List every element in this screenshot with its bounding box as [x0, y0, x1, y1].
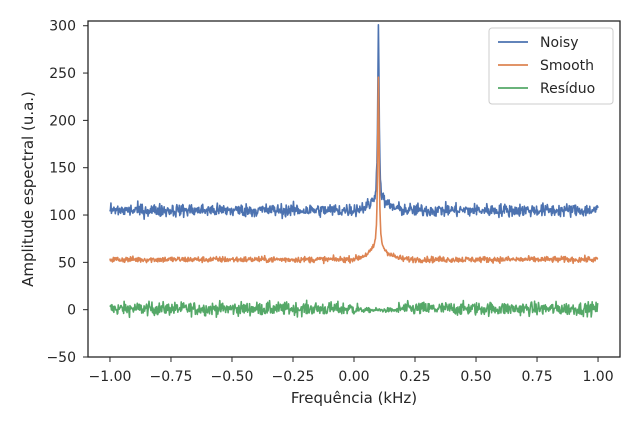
- x-axis-title: Frequência (kHz): [291, 389, 417, 407]
- series-line-smooth: [109, 76, 599, 265]
- y-tick-label: 0: [67, 303, 76, 319]
- y-axis-title: Amplitude espectral (u.a.): [19, 91, 37, 287]
- legend-label-smooth: Smooth: [540, 58, 594, 74]
- legend-box: [488, 27, 614, 105]
- x-tick-label: 0.00: [338, 369, 369, 385]
- series-line-residuo: [109, 299, 599, 319]
- legend-label-residuo: Resíduo: [540, 81, 595, 97]
- x-tick-label: −0.25: [272, 369, 315, 385]
- y-axis: −50 0 50 100 150 200 250 300: [46, 19, 88, 366]
- x-tick-label: −1.00: [89, 369, 132, 385]
- x-tick-label: −0.75: [150, 369, 193, 385]
- y-tick-label: 200: [49, 113, 76, 129]
- x-axis: −1.00 −0.75 −0.50 −0.25 0.00 0.25 0.50 0.75 1.00: [89, 357, 614, 385]
- x-tick-label: 1.00: [582, 369, 613, 385]
- y-tick-label: 100: [49, 208, 76, 224]
- x-tick-label: −0.50: [211, 369, 254, 385]
- x-tick-label: 0.25: [399, 369, 430, 385]
- x-tick-label: 0.75: [521, 369, 552, 385]
- y-tick-label: 50: [58, 255, 76, 271]
- y-tick-label: 250: [49, 66, 76, 82]
- y-tick-label: −50: [46, 350, 76, 366]
- legend-label-noisy: Noisy: [540, 35, 579, 51]
- series-line-noisy: [109, 23, 599, 220]
- x-tick-label: 0.50: [460, 369, 491, 385]
- legend: Noisy Smooth Resíduo: [488, 27, 614, 105]
- y-tick-label: 150: [49, 161, 76, 177]
- y-tick-label: 300: [49, 19, 76, 35]
- series-layer: [109, 23, 599, 319]
